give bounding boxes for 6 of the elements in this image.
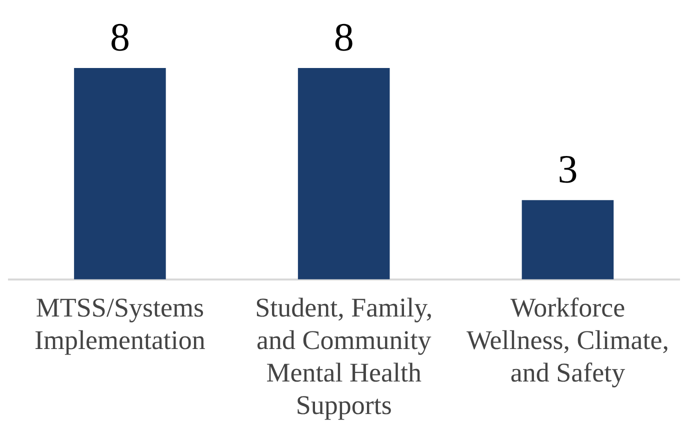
data-label: 8 — [334, 14, 354, 60]
data-label: 3 — [558, 146, 578, 192]
x-tick-label: Workforce Wellness, Climate, and Safety — [466, 292, 670, 388]
x-tick-label: MTSS/Systems Implementation — [34, 292, 206, 356]
data-label: 8 — [110, 14, 130, 60]
x-tick-label: Student, Family, and Community Mental Health Supports — [255, 292, 433, 420]
